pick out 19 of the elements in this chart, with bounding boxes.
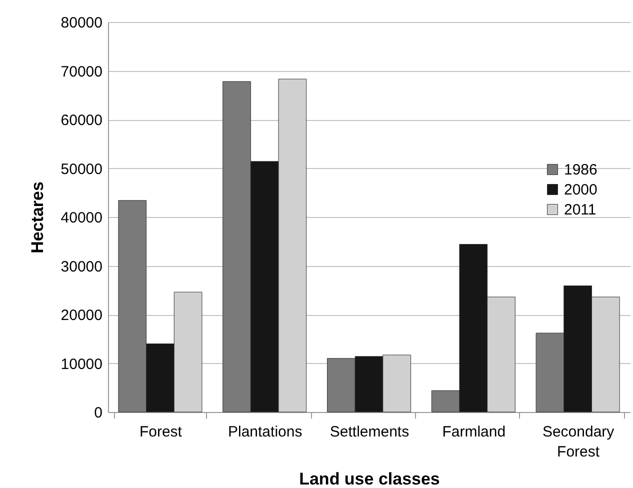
x-tick-label: Secondary Forest <box>542 424 615 460</box>
y-tick-label: 30000 <box>60 258 102 276</box>
y-tick-label: 70000 <box>60 63 102 80</box>
x-tick-label: Forest <box>139 424 183 440</box>
y-tick-label: 80000 <box>60 14 102 32</box>
y-tick-label: 40000 <box>60 210 102 226</box>
x-axis-title: Land use classes <box>299 470 440 488</box>
y-tick-label: 50000 <box>60 160 102 178</box>
y-tick-label: 60000 <box>60 112 102 129</box>
legend-label: 2011 <box>564 202 596 218</box>
x-tick-label: Plantations <box>228 424 302 440</box>
y-tick-label: 0 <box>94 404 102 422</box>
y-tick-label: 20000 <box>60 307 102 324</box>
x-tick-label: Settlements <box>330 424 410 440</box>
y-axis-title: Hectares <box>28 182 47 254</box>
legend-label: 2000 <box>564 182 598 198</box>
y-tick-label: 10000 <box>60 356 102 373</box>
x-tick-label: Farmland <box>442 424 506 440</box>
legend-label: 1986 <box>564 162 598 178</box>
